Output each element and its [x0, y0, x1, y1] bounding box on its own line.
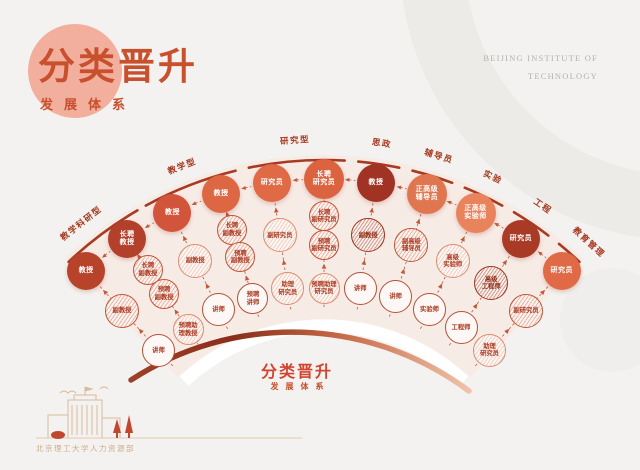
position-circle: 预聘助理 研究员: [308, 272, 340, 304]
building-illustration: [36, 386, 302, 439]
transfer-arrowhead: [537, 251, 543, 256]
position-circle: 研究员: [501, 220, 540, 259]
position-circle: 长聘 副教授: [216, 214, 247, 245]
position-circle: 副教授: [104, 293, 139, 328]
position-circle: 教授: [67, 252, 106, 291]
transfer-arrowhead: [102, 253, 107, 258]
promotion-arrowhead: [274, 207, 279, 213]
promotion-arrowhead: [502, 259, 507, 266]
position-circle: 副教授: [351, 218, 386, 253]
promotion-arrowhead: [138, 328, 144, 334]
position-circle: 预聘 副研究员: [309, 230, 339, 260]
transfer-arrowhead: [191, 201, 197, 206]
decorative-gradient-arc: [128, 329, 472, 394]
fan-center-subtitle: 发展体系: [270, 382, 331, 391]
category-rim-arc: [247, 158, 346, 169]
position-circle: 研究员: [252, 163, 291, 202]
category-label: 研究型: [279, 133, 311, 147]
promotion-arrowhead: [369, 207, 374, 213]
transfer-arrowhead: [494, 222, 500, 227]
promotion-arrowhead: [174, 309, 180, 315]
position-circle: 高级 工程师: [474, 266, 509, 301]
position-circle: 讲师: [343, 272, 377, 306]
position-circle: 高级 实验师: [435, 244, 470, 279]
position-circle: 副教授: [178, 244, 213, 279]
title-accent-circle: [28, 24, 122, 118]
position-circle: 预聘助 理教授: [172, 314, 204, 346]
promotion-arrowhead: [321, 263, 327, 269]
promotion-arrowhead: [539, 289, 545, 296]
page-subtitle: 发展体系: [40, 97, 137, 112]
promotion-arrowhead: [205, 283, 211, 289]
position-circle: 助理 研究员: [473, 333, 507, 367]
position-circle: 教授: [153, 194, 192, 233]
position-circle: 长聘 副研究员: [309, 201, 339, 231]
transfer-arrowhead: [292, 178, 298, 183]
position-circle: 实验师: [412, 293, 446, 327]
position-circle: 讲师: [202, 293, 236, 327]
position-circle: 助理 研究员: [271, 272, 305, 306]
promotion-arrowhead: [415, 218, 421, 225]
promotion-arrowhead: [361, 259, 367, 265]
position-circle: 教授: [357, 163, 396, 202]
transfer-arrowhead: [396, 185, 402, 190]
transfer-arrowhead: [344, 177, 350, 182]
position-circle: 教授: [202, 175, 241, 214]
position-circle: 副研究员: [509, 293, 543, 328]
transfer-arrowhead: [144, 223, 150, 229]
promotion-arrowhead: [400, 268, 405, 275]
transfer-arrowhead: [241, 185, 247, 190]
organization-name-line1: BEIJING INSTITUTE OF: [483, 53, 598, 63]
position-circle: 长聘 教授: [108, 220, 147, 259]
position-circle: 讲师: [379, 280, 413, 314]
position-circle: 工程师: [444, 311, 478, 345]
position-circle: 长聘 研究员: [304, 159, 344, 199]
position-circle: 正高级 实验师: [455, 193, 496, 234]
promotion-arrowhead: [281, 259, 287, 265]
promotion-arrowhead: [437, 283, 443, 289]
promotion-arrowhead: [460, 236, 465, 242]
promotion-arrowhead: [245, 275, 250, 281]
position-circle: 讲师: [141, 333, 175, 367]
position-circle: 副高级 辅导员: [394, 228, 429, 263]
position-circle: 预聘 讲师: [237, 283, 269, 315]
promotion-arrowhead: [183, 235, 188, 242]
position-circle: 预聘 副教授: [149, 278, 180, 309]
fan-center-title: 分类晋升: [260, 364, 333, 381]
organization-name-line2: TECHNOLOGY: [527, 70, 598, 81]
promotion-arrowhead: [504, 328, 510, 334]
position-circle: 研究员: [542, 252, 581, 291]
category-rim-arc: [144, 169, 237, 207]
page-title: 分类晋升: [38, 46, 198, 87]
footer-caption: 北京理工大学人力资源部: [36, 444, 135, 453]
position-circle: 副研究员: [262, 218, 297, 253]
fan-inner-white-arc: [179, 319, 469, 386]
transfer-arrowhead: [446, 200, 452, 205]
promotion-arrowhead: [472, 303, 478, 309]
position-circle: 长聘 副教授: [132, 254, 163, 285]
position-circle: 正高级 辅导员: [406, 174, 447, 215]
position-circle: 预聘 副教授: [225, 242, 256, 273]
organization-name: BEIJING INSTITUTE OF TECHNOLOGY: [428, 50, 598, 86]
promotion-arrowhead: [103, 289, 109, 296]
